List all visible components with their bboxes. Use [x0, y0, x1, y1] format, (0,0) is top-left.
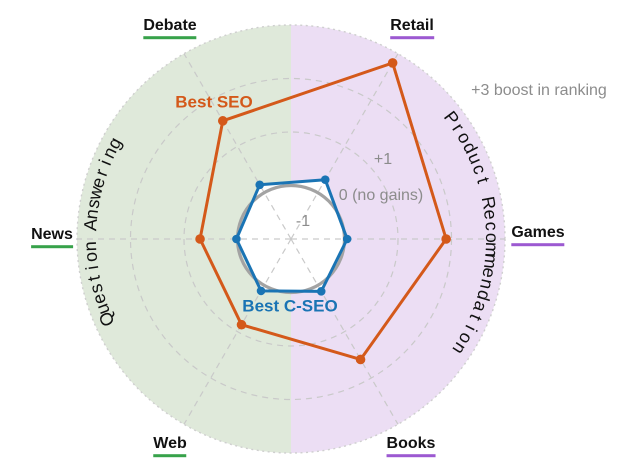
arc-title-product-recommendation-char-8: R: [478, 195, 500, 211]
best-cseo-marker-games: [342, 234, 352, 244]
arc-title-question-answering-char-4: t: [84, 274, 105, 283]
best-seo-marker-games: [441, 234, 451, 244]
arc-title-question-answering-char-12: w: [84, 184, 107, 203]
arc-title-question-answering-char-6: o: [80, 251, 101, 263]
arc-title-question-answering-char-10: n: [81, 208, 102, 220]
arc-title-question-answering-char-9: A: [80, 218, 101, 231]
axis-spoke-books: [290, 238, 399, 425]
axis-label-debate: Debate: [143, 17, 197, 39]
arc-title-product-recommendation-char-9: e: [480, 208, 501, 220]
axis-spoke-web: [183, 238, 292, 425]
axis-label-retail-text: Retail: [390, 17, 434, 39]
axis-label-books-text: Books: [386, 435, 436, 457]
best-cseo-marker-books: [316, 287, 326, 296]
arc-title-product-recommendation-char-15: n: [476, 277, 498, 291]
arc-title-question-answering-char-7: n: [80, 241, 100, 252]
best-seo-marker-web: [236, 319, 247, 330]
axis-spoke-debate: [183, 53, 292, 240]
axis-label-games: Games: [511, 224, 565, 246]
arc-title-product-recommendation-char-13: m: [480, 253, 502, 270]
best-seo-marker-books: [355, 354, 366, 365]
axis-label-news: News: [31, 226, 73, 248]
best-seo-marker-news: [195, 234, 205, 244]
arc-title-question-answering-char-15: i: [95, 157, 115, 168]
arc-title-product-recommendation-char-10: c: [481, 221, 502, 231]
best-cseo-marker-web: [256, 286, 266, 296]
axis-label-web: Web: [153, 435, 187, 457]
axis-label-web-text: Web: [153, 435, 187, 457]
axis-label-games-text: Games: [511, 224, 565, 246]
axis-label-debate-text: Debate: [143, 17, 197, 39]
best-cseo-marker-retail: [320, 175, 330, 184]
ring-label-minus1: -1: [295, 213, 311, 231]
axis-label-news-text: News: [31, 226, 73, 248]
axis-spoke-retail: [290, 53, 399, 240]
cseo-polygon-fill: [236, 179, 348, 292]
axis-label-retail: Retail: [390, 17, 434, 39]
best-seo-marker-retail: [387, 58, 398, 68]
arc-title-question-answering-char-5: i: [82, 264, 102, 271]
ring-label-plus1: +1: [373, 151, 393, 169]
best-cseo-marker-news: [232, 234, 241, 244]
outer-ring-note: +3 boost in ranking: [471, 82, 607, 100]
best-cseo-marker-debate: [255, 180, 265, 190]
arc-title-question-answering-char-11: s: [82, 197, 103, 209]
grid-ring-plus1: [183, 131, 399, 347]
series-label-best-cseo: Best C-SEO: [242, 296, 338, 316]
arc-title-product-recommendation-char-12: m: [481, 241, 502, 257]
arc-title-product-recommendation-char-14: e: [478, 266, 499, 279]
axis-label-books: Books: [386, 435, 436, 457]
grid-ring-plus2: [129, 77, 453, 401]
best-seo-marker-debate: [217, 116, 228, 126]
series-label-best-seo: Best SEO: [175, 92, 253, 112]
arc-title-product-recommendation-char-6: t: [473, 175, 494, 186]
arc-title-product-recommendation-char-11: o: [482, 233, 502, 243]
ring-label-zero: 0 (no gains): [338, 187, 424, 205]
